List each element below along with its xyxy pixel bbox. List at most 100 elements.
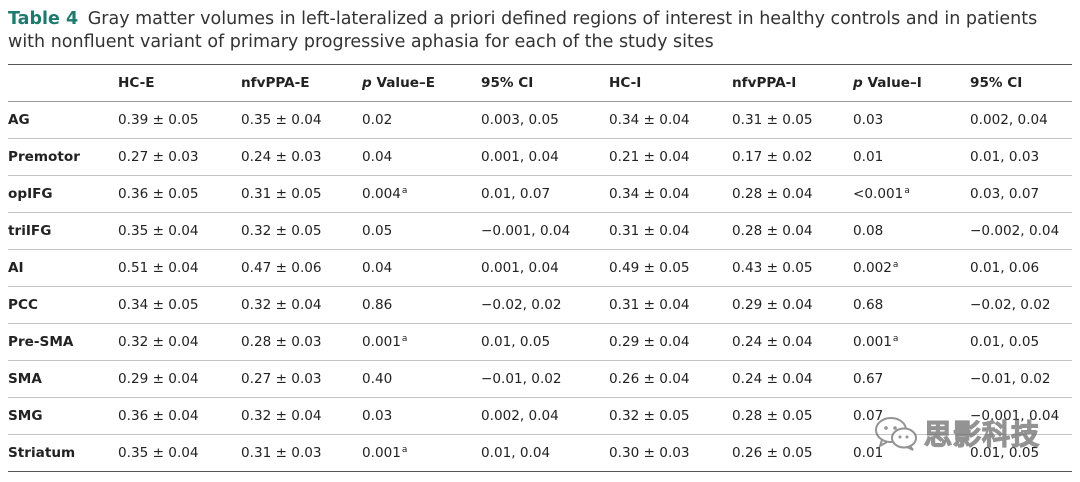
table-cell: 0.01, 0.05 <box>970 324 1072 361</box>
cell-value: 0.01 <box>853 445 884 461</box>
table-cell: 0.01, 0.07 <box>481 176 609 213</box>
cell-value: −0.001, 0.04 <box>970 408 1060 424</box>
column-header-label: Value–E <box>376 75 436 91</box>
watermark-text: 思影科技 <box>923 417 1041 451</box>
table-cell: 0.31 ± 0.05 <box>732 102 853 139</box>
cell-value: 0.03 <box>853 112 884 128</box>
table-row: opIFG 0.36 ± 0.05 0.31 ± 0.05 0.004 a 0.01, 0… <box>8 176 1072 213</box>
table-cell: −0.02, 0.02 <box>970 287 1072 324</box>
table-cell: −0.01, 0.02 <box>970 361 1072 398</box>
cell-value: 0.31 ± 0.04 <box>609 297 690 313</box>
cell-value: 0.31 ± 0.05 <box>732 112 813 128</box>
cell-value: 0.001, 0.04 <box>481 260 559 276</box>
table-cell: 0.36 ± 0.05 <box>118 176 241 213</box>
cell-value: 0.08 <box>853 223 884 239</box>
cell-value: 0.01, 0.03 <box>970 149 1040 165</box>
cell-value: 0.01, 0.05 <box>481 334 551 350</box>
cell-value: 0.51 ± 0.04 <box>118 260 199 276</box>
table-cell: 0.86 <box>362 287 481 324</box>
footnote-marker: a <box>401 334 408 344</box>
cell-value: 0.21 ± 0.04 <box>609 149 690 165</box>
region-name: SMG <box>8 408 43 424</box>
column-header: 95% CI <box>970 65 1072 102</box>
cell-value: 0.32 ± 0.04 <box>118 334 199 350</box>
table-cell: 0.43 ± 0.05 <box>732 250 853 287</box>
cell-value: −0.001, 0.04 <box>481 223 571 239</box>
table-cell: 0.67 <box>853 361 970 398</box>
table-cell: 0.49 ± 0.05 <box>609 250 732 287</box>
table-cell: 0.51 ± 0.04 <box>118 250 241 287</box>
table-cell: 0.34 ± 0.04 <box>609 176 732 213</box>
table-row: Premotor 0.27 ± 0.03 0.24 ± 0.03 0.04 0.001,… <box>8 139 1072 176</box>
table-cell: 0.002, 0.04 <box>481 398 609 435</box>
cell-value: 0.002 <box>853 260 892 276</box>
region-name: AG <box>8 112 30 128</box>
table-cell: 0.34 ± 0.05 <box>118 287 241 324</box>
cell-value: 0.28 ± 0.04 <box>732 223 813 239</box>
cell-value: 0.26 ± 0.04 <box>609 371 690 387</box>
table-cell: 0.17 ± 0.02 <box>732 139 853 176</box>
column-header-label: Value–I <box>867 75 922 91</box>
cell-value: 0.31 ± 0.05 <box>241 186 322 202</box>
table-cell: 0.04 <box>362 250 481 287</box>
column-header-label: nfvPPA-I <box>732 75 797 91</box>
cell-value: 0.36 ± 0.04 <box>118 408 199 424</box>
table-cell: 0.68 <box>853 287 970 324</box>
cell-value: <0.001 <box>853 186 904 202</box>
table-cell: −0.001, 0.04 <box>481 213 609 250</box>
column-header-label: HC-I <box>609 75 642 91</box>
table-cell: 0.04 <box>362 139 481 176</box>
cell-value: 0.001 <box>362 334 401 350</box>
table-cell: 0.31 ± 0.04 <box>609 213 732 250</box>
table-cell: 0.35 ± 0.04 <box>118 213 241 250</box>
cell-value: 0.04 <box>362 149 393 165</box>
cell-value: 0.28 ± 0.04 <box>732 186 813 202</box>
cell-value: 0.28 ± 0.03 <box>241 334 322 350</box>
cell-value: 0.68 <box>853 297 884 313</box>
cell-value: 0.29 ± 0.04 <box>118 371 199 387</box>
table-body: AG 0.39 ± 0.05 0.35 ± 0.04 0.02 0.003, 0.05 0… <box>8 102 1072 472</box>
table-row: AG 0.39 ± 0.05 0.35 ± 0.04 0.02 0.003, 0.05 0… <box>8 102 1072 139</box>
region-name: AI <box>8 260 24 276</box>
cell-value: 0.001, 0.04 <box>481 149 559 165</box>
cell-value: 0.03, 0.07 <box>970 186 1040 202</box>
table-cell: 0.32 ± 0.04 <box>118 324 241 361</box>
table-cell: 0.24 ± 0.04 <box>732 324 853 361</box>
cell-value: 0.002, 0.04 <box>481 408 559 424</box>
table-cell: 0.28 ± 0.04 <box>732 176 853 213</box>
p-symbol: p <box>853 75 863 91</box>
watermark: 思影科技 <box>874 413 1040 453</box>
table-cell: 0.03 <box>853 102 970 139</box>
cell-value: −0.02, 0.02 <box>970 297 1051 313</box>
table-row: Pre-SMA 0.32 ± 0.04 0.28 ± 0.03 0.001a 0.01,… <box>8 324 1072 361</box>
cell-value: 0.27 ± 0.03 <box>241 371 322 387</box>
table-cell: 0.28 ± 0.04 <box>732 213 853 250</box>
column-header: HC-I <box>609 65 732 102</box>
region-name: opIFG <box>8 186 53 202</box>
cell-value: 0.35 ± 0.04 <box>118 445 199 461</box>
cell-value: 0.35 ± 0.04 <box>118 223 199 239</box>
table-cell: <0.001a <box>853 176 970 213</box>
cell-value: −0.002, 0.04 <box>970 223 1060 239</box>
cell-value: 0.01, 0.06 <box>970 260 1040 276</box>
cell-value: 0.32 ± 0.05 <box>609 408 690 424</box>
cell-value: 0.39 ± 0.05 <box>118 112 199 128</box>
table-cell: 0.36 ± 0.04 <box>118 398 241 435</box>
table-cell: 0.01, 0.04 <box>481 435 609 472</box>
table-cell: 0.001a <box>362 324 481 361</box>
cell-value: 0.001 <box>362 445 401 461</box>
table-cell: 0.24 ± 0.03 <box>241 139 362 176</box>
table-cell: 0.001, 0.04 <box>481 139 609 176</box>
cell-value: 0.04 <box>362 260 393 276</box>
table-cell: 0.35 ± 0.04 <box>241 102 362 139</box>
footnote-marker: a <box>904 186 910 196</box>
cell-value: −0.01, 0.02 <box>970 371 1051 387</box>
column-header-label: 95% CI <box>481 75 534 91</box>
cell-value: 0.004 <box>362 186 401 202</box>
region-name: SMA <box>8 371 42 387</box>
cell-value: 0.01, 0.05 <box>970 445 1040 461</box>
cell-value: 0.34 ± 0.04 <box>609 112 690 128</box>
cell-value: 0.24 ± 0.03 <box>241 149 322 165</box>
table-cell: 0.01, 0.06 <box>970 250 1072 287</box>
table-cell: 0.003, 0.05 <box>481 102 609 139</box>
